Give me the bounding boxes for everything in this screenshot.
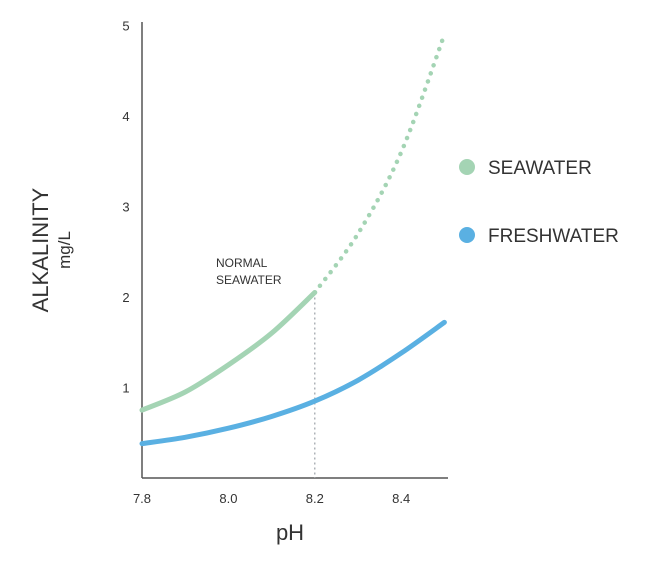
axes — [141, 22, 448, 479]
y-axis-title: ALKALINITY — [28, 187, 53, 312]
x-axis-title: pH — [276, 520, 304, 545]
series-line-seawater-solid — [139, 289, 318, 413]
y-axis-unit: mg/L — [55, 231, 74, 269]
legend: SEAWATER FRESHWATER — [459, 158, 619, 247]
legend-item-freshwater: FRESHWATER — [459, 226, 619, 247]
y-tick-label: 2 — [122, 290, 129, 305]
y-tick-label: 1 — [122, 381, 129, 396]
legend-label-seawater: SEAWATER — [488, 158, 592, 179]
x-tick-label: 8.2 — [306, 491, 324, 506]
y-axis-title-group: ALKALINITY mg/L — [28, 187, 74, 312]
y-tick-label: 5 — [122, 19, 129, 34]
y-tick-labels: 1 2 3 4 5 — [122, 19, 129, 396]
x-tick-label: 8.4 — [392, 491, 410, 506]
annotation-normal-seawater: NORMAL SEAWATER — [216, 256, 282, 287]
x-tick-label: 7.8 — [133, 491, 151, 506]
legend-swatch-freshwater — [459, 227, 475, 243]
legend-swatch-seawater — [459, 159, 475, 175]
series-line-freshwater — [139, 319, 447, 447]
y-tick-label: 3 — [122, 200, 129, 215]
annotation-line-1: NORMAL — [216, 256, 268, 270]
y-tick-label: 4 — [122, 109, 129, 124]
series-line-seawater-dotted — [312, 32, 447, 295]
legend-label-freshwater: FRESHWATER — [488, 226, 619, 247]
x-tick-label: 8.0 — [219, 491, 237, 506]
annotation-line-2: SEAWATER — [216, 273, 282, 287]
series-group — [139, 32, 447, 447]
legend-item-seawater: SEAWATER — [459, 158, 592, 179]
x-tick-labels: 7.8 8.0 8.2 8.4 — [133, 491, 410, 506]
